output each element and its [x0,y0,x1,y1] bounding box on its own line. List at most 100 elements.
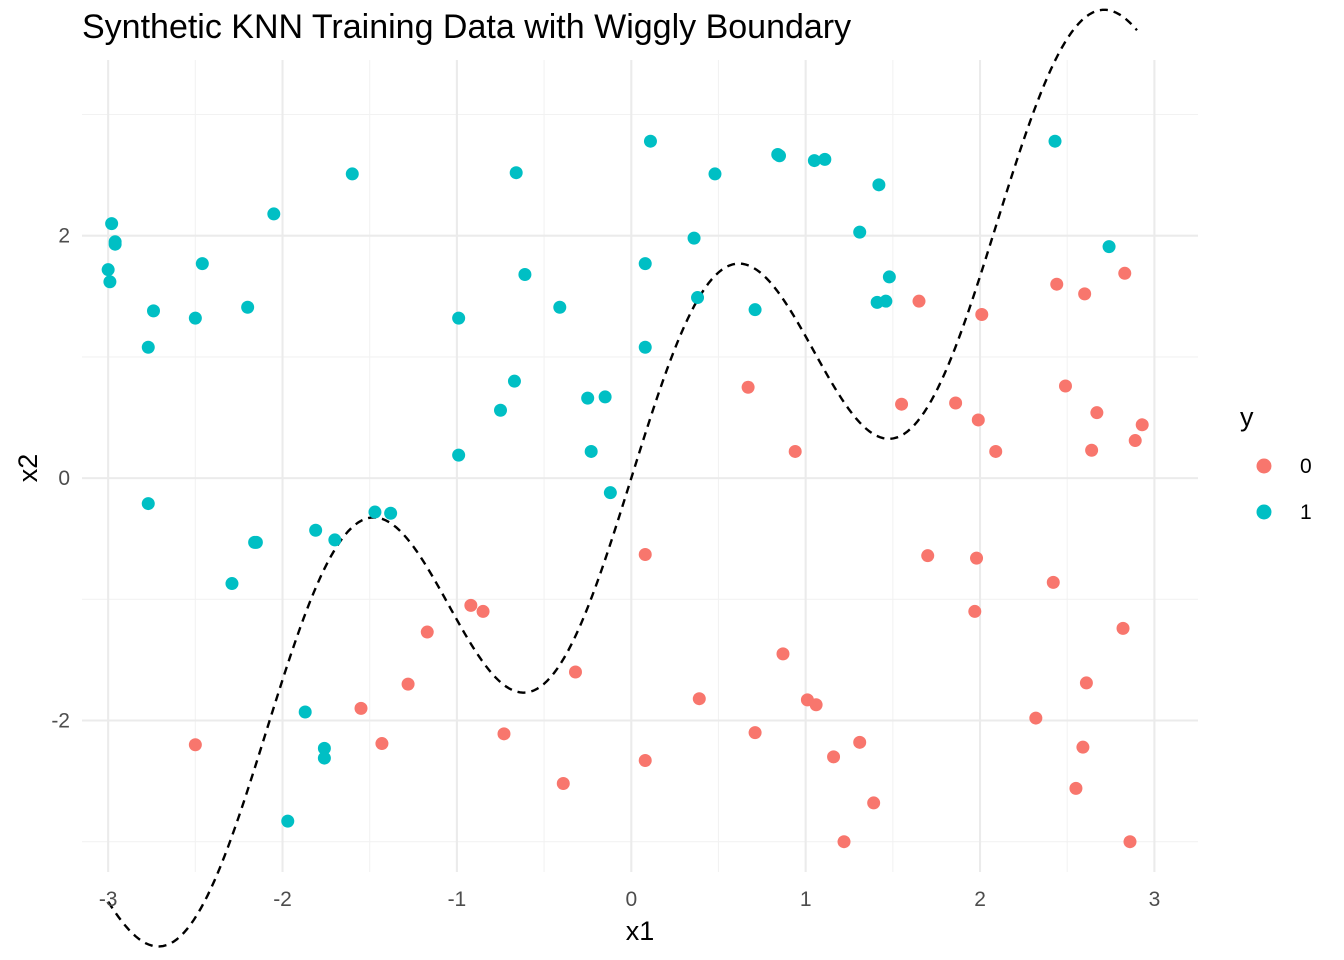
data-point-class-0 [776,647,790,661]
data-point-class-1 [853,225,867,239]
data-point-class-1 [598,390,612,404]
data-point-class-0 [1128,434,1142,448]
data-point-class-1 [494,403,507,417]
data-point-class-1 [638,340,652,354]
data-point-class-1 [518,268,532,282]
data-point-class-1 [317,751,331,765]
data-points [101,134,1149,849]
data-point-class-1 [581,391,595,405]
data-point-class-0 [1050,277,1064,291]
x-tick-label: -3 [99,888,118,911]
x-tick-label: 2 [974,888,986,911]
data-point-class-0 [1029,711,1043,725]
legend-label-0: 0 [1300,455,1312,478]
data-point-class-0 [1116,621,1130,635]
legend-entries: 01 [1256,455,1312,524]
data-point-class-1 [638,257,652,271]
data-point-class-0 [476,604,490,618]
data-point-class-0 [1079,676,1093,690]
data-point-class-0 [354,701,368,715]
data-point-class-0 [989,444,1003,458]
data-point-class-1 [687,231,701,245]
x-tick-label: -1 [448,888,467,911]
data-point-class-1 [643,134,657,148]
data-point-class-0 [556,777,570,791]
x-tick-label: 1 [800,888,812,911]
data-point-class-1 [691,291,705,305]
data-point-class-0 [401,677,415,691]
y-tick-label: -2 [51,710,70,733]
data-point-class-0 [968,604,982,618]
data-point-class-0 [975,308,989,322]
legend-key-1 [1256,504,1272,520]
legend: y 01 [1240,402,1312,524]
legend-label-1: 1 [1300,501,1312,524]
data-point-class-0 [375,737,389,751]
data-point-class-1 [452,311,466,325]
data-point-class-1 [141,340,155,354]
data-point-class-1 [807,154,821,168]
data-point-class-0 [912,294,926,308]
data-point-class-0 [568,665,582,679]
data-point-class-0 [1118,266,1132,280]
data-point-class-1 [507,374,521,388]
data-point-class-1 [105,217,119,231]
data-point-class-0 [1069,781,1083,795]
data-point-class-0 [1123,835,1137,849]
data-point-class-1 [328,533,342,547]
data-point-class-1 [309,523,323,537]
data-point-class-1 [748,303,762,317]
data-point-class-0 [748,726,762,740]
data-point-class-1 [1102,240,1116,254]
data-point-class-1 [879,294,893,308]
data-point-class-1 [882,270,896,284]
data-point-class-1 [103,275,117,289]
data-point-class-0 [971,413,985,427]
data-point-class-0 [1076,740,1090,754]
decision-boundary [107,8,1138,948]
data-point-class-1 [1048,134,1062,148]
data-point-class-1 [452,448,466,462]
data-point-class-1 [249,535,263,549]
data-point-class-1 [384,506,398,520]
data-point-class-1 [553,300,567,314]
data-point-class-1 [108,235,122,249]
data-point-class-0 [837,835,851,849]
data-point-class-1 [818,152,832,166]
legend-title: y [1240,402,1254,432]
data-point-class-1 [298,705,312,719]
data-point-class-0 [809,698,823,712]
legend-key-0 [1256,458,1272,474]
data-point-class-1 [603,486,617,500]
data-point-class-0 [867,796,881,810]
data-point-class-1 [584,444,598,458]
data-point-class-0 [853,735,867,749]
x-tick-label: -2 [273,888,292,911]
data-point-class-0 [921,549,935,563]
data-point-class-0 [827,750,841,764]
y-tick-label: 0 [58,467,70,490]
x-tick-label: 3 [1149,888,1161,911]
data-point-class-1 [773,149,786,163]
data-point-class-1 [368,505,382,519]
grid-lines [82,60,1198,872]
data-point-class-1 [188,311,202,325]
x-axis-label: x1 [626,916,655,946]
data-point-class-0 [420,625,434,639]
x-axis-ticks: -3 -2 -1 0 1 2 3 [99,888,1160,911]
data-point-class-1 [267,207,281,221]
data-point-class-1 [241,300,255,314]
y-tick-label: 2 [58,225,70,248]
data-point-class-0 [1058,379,1072,393]
data-point-class-0 [788,444,802,458]
boundary-line [107,8,1138,948]
data-point-class-1 [317,741,331,755]
data-point-class-0 [692,692,706,706]
data-point-class-1 [281,814,295,828]
data-point-class-0 [188,738,202,752]
data-point-class-1 [345,167,359,181]
data-point-class-0 [1085,443,1099,457]
data-point-class-1 [225,577,239,591]
data-point-class-0 [638,547,652,561]
